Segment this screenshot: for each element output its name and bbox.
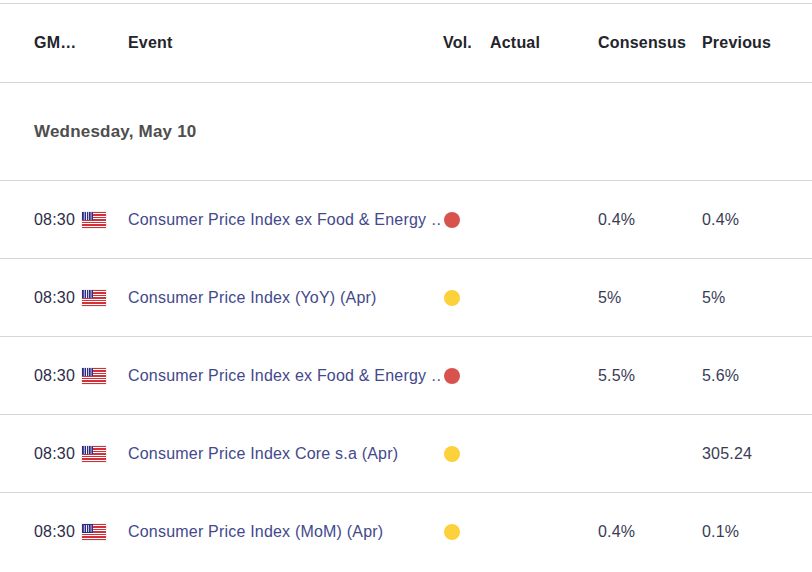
- consensus-value: 5%: [598, 289, 702, 307]
- column-header-event: Event: [128, 34, 443, 52]
- event-row: 08:30 Consumer Price Index ex Food & Ene…: [0, 181, 812, 259]
- volatility-cell: [443, 368, 490, 384]
- column-header-gmt: GM…: [34, 34, 128, 52]
- event-time: 08:30: [34, 367, 75, 385]
- event-cell: Consumer Price Index ex Food & Energy …: [128, 367, 443, 385]
- event-link[interactable]: Consumer Price Index ex Food & Energy …: [128, 367, 443, 385]
- date-section-header: Wednesday, May 10: [0, 83, 812, 181]
- volatility-dot: [444, 212, 460, 228]
- event-cell: Consumer Price Index Core s.a (Apr): [128, 445, 443, 463]
- previous-value: 305.24: [702, 445, 812, 463]
- previous-value: 0.1%: [702, 523, 812, 541]
- event-time: 08:30: [34, 445, 75, 463]
- event-cell: Consumer Price Index ex Food & Energy …: [128, 211, 443, 229]
- volatility-dot: [444, 524, 460, 540]
- us-flag-icon: [82, 290, 106, 306]
- event-link[interactable]: Consumer Price Index (YoY) (Apr): [128, 289, 377, 307]
- event-link[interactable]: Consumer Price Index ex Food & Energy …: [128, 211, 443, 229]
- consensus-value: 0.4%: [598, 211, 702, 229]
- event-time: 08:30: [34, 211, 75, 229]
- volatility-dot: [444, 290, 460, 306]
- volatility-cell: [443, 524, 490, 540]
- table-header-row: GM… Event Vol. Actual Consensus Previous: [0, 4, 812, 83]
- consensus-value: 0.4%: [598, 523, 702, 541]
- column-header-consensus: Consensus: [598, 34, 702, 52]
- volatility-cell: [443, 290, 490, 306]
- volatility-cell: [443, 212, 490, 228]
- column-header-volatility: Vol.: [443, 34, 490, 52]
- us-flag-icon: [82, 524, 106, 540]
- event-time: 08:30: [34, 289, 75, 307]
- event-cell: Consumer Price Index (MoM) (Apr): [128, 523, 443, 541]
- event-cell: Consumer Price Index (YoY) (Apr): [128, 289, 443, 307]
- event-row: 08:30 Consumer Price Index Core s.a (Apr…: [0, 415, 812, 493]
- time-cell: 08:30: [34, 523, 128, 541]
- volatility-cell: [443, 446, 490, 462]
- time-cell: 08:30: [34, 367, 128, 385]
- event-row: 08:30 Consumer Price Index (MoM) (Apr) 0…: [0, 493, 812, 571]
- us-flag-icon: [82, 446, 106, 462]
- event-link[interactable]: Consumer Price Index (MoM) (Apr): [128, 523, 383, 541]
- consensus-value: 5.5%: [598, 367, 702, 385]
- column-header-previous: Previous: [702, 34, 812, 52]
- time-cell: 08:30: [34, 445, 128, 463]
- previous-value: 5%: [702, 289, 812, 307]
- date-label: Wednesday, May 10: [34, 122, 196, 142]
- time-cell: 08:30: [34, 211, 128, 229]
- volatility-dot: [444, 368, 460, 384]
- us-flag-icon: [82, 368, 106, 384]
- event-row: 08:30 Consumer Price Index (YoY) (Apr) 5…: [0, 259, 812, 337]
- volatility-dot: [444, 446, 460, 462]
- event-time: 08:30: [34, 523, 75, 541]
- event-row: 08:30 Consumer Price Index ex Food & Ene…: [0, 337, 812, 415]
- previous-value: 5.6%: [702, 367, 812, 385]
- time-cell: 08:30: [34, 289, 128, 307]
- economic-calendar-table: GM… Event Vol. Actual Consensus Previous…: [0, 3, 812, 571]
- previous-value: 0.4%: [702, 211, 812, 229]
- column-header-actual: Actual: [490, 34, 598, 52]
- event-link[interactable]: Consumer Price Index Core s.a (Apr): [128, 445, 398, 463]
- us-flag-icon: [82, 212, 106, 228]
